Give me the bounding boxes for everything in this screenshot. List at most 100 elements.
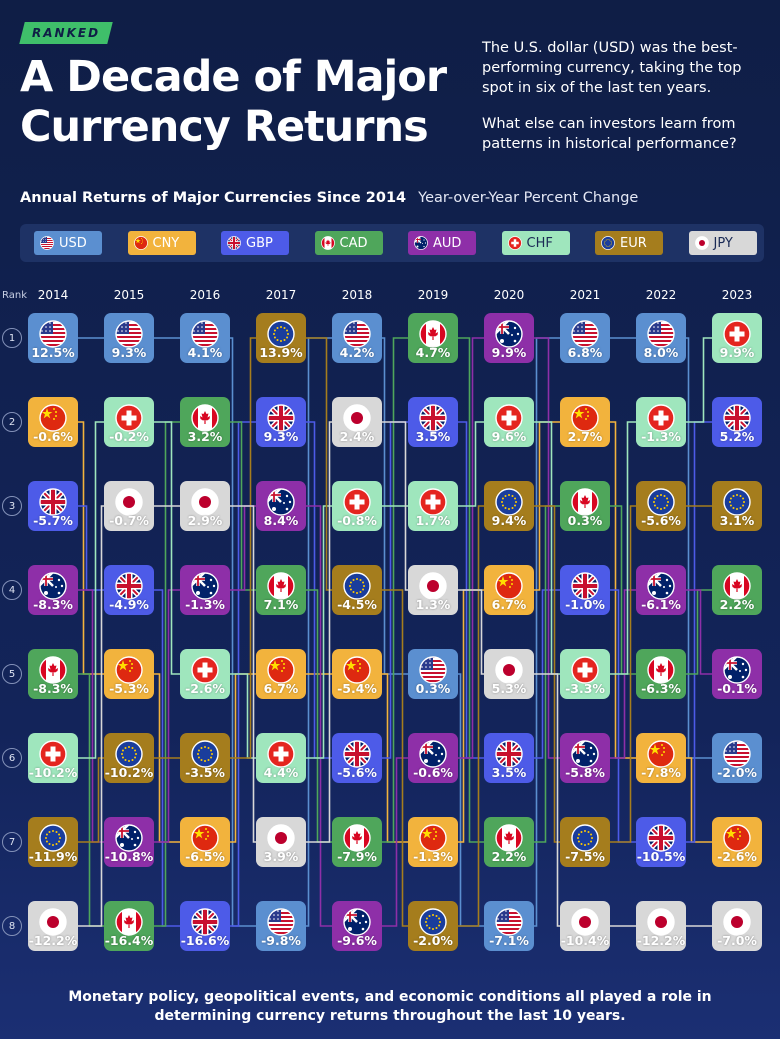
uk-flag-icon — [647, 824, 675, 852]
tile-2015-aud — [104, 817, 154, 867]
tile-value: -0.6% — [413, 765, 453, 780]
tile-2022-eur — [636, 481, 686, 531]
year-label-2023: 2023 — [721, 288, 753, 302]
tile-value: -12.2% — [28, 933, 78, 948]
australia-flag-icon — [39, 572, 67, 600]
switzerland-flag-icon — [507, 236, 522, 250]
uk-flag-icon — [723, 404, 751, 432]
tile-2017-usd — [256, 901, 306, 951]
eu-flag-icon — [343, 572, 371, 600]
connector-line-eur — [53, 337, 737, 927]
tile-value: -0.6% — [33, 429, 73, 444]
tile-value: 0.3% — [567, 513, 603, 528]
japan-flag-icon — [267, 824, 295, 852]
china-flag-icon — [571, 404, 599, 432]
tile-value: 2.7% — [567, 429, 603, 444]
legend-label: CHF — [526, 235, 553, 251]
eu-flag-icon — [267, 320, 295, 348]
uk-flag-icon — [115, 572, 143, 600]
tile-2020-gbp — [484, 733, 534, 783]
rank-number-7: 7 — [2, 832, 22, 852]
legend-label: JPY — [713, 235, 733, 251]
tile-value: -1.3% — [641, 429, 681, 444]
tile-value: 3.9% — [263, 849, 299, 864]
australia-flag-icon — [267, 488, 295, 516]
chart-heading: Annual Returns of Major Currencies Since… — [20, 190, 760, 206]
tile-2014-aud — [28, 565, 78, 615]
eu-flag-icon — [419, 908, 447, 936]
tile-value: -6.1% — [641, 597, 681, 612]
tile-2017-cad — [256, 565, 306, 615]
tile-value: 2.4% — [339, 429, 375, 444]
tile-2023-chf — [712, 313, 762, 363]
tile-value: -7.8% — [641, 765, 681, 780]
tile-value: 3.5% — [491, 765, 527, 780]
australia-flag-icon — [571, 740, 599, 768]
tile-value: -3.3% — [565, 681, 605, 696]
tile-value: 6.7% — [491, 597, 527, 612]
tile-2022-cny — [636, 733, 686, 783]
japan-flag-icon — [723, 908, 751, 936]
tile-value: 0.3% — [415, 681, 451, 696]
us-flag-icon — [571, 320, 599, 348]
tile-2022-aud — [636, 565, 686, 615]
switzerland-flag-icon — [191, 656, 219, 684]
tile-2016-cad — [180, 397, 230, 447]
japan-flag-icon — [115, 488, 143, 516]
tile-2022-chf — [636, 397, 686, 447]
eu-flag-icon — [39, 824, 67, 852]
eu-flag-icon — [571, 824, 599, 852]
tile-2018-gbp — [332, 733, 382, 783]
tile-value: -10.5% — [636, 849, 686, 864]
tile-2017-eur — [256, 313, 306, 363]
canada-flag-icon — [647, 656, 675, 684]
tile-value: -5.6% — [337, 765, 377, 780]
legend-label: USD — [59, 235, 87, 251]
tile-value: -7.1% — [489, 933, 529, 948]
year-label-2014: 2014 — [37, 288, 69, 302]
intro-paragraph-2: What else can investors learn from patte… — [482, 116, 737, 152]
tile-value: 3.2% — [187, 429, 223, 444]
china-flag-icon — [133, 236, 148, 250]
tile-2018-cny — [332, 649, 382, 699]
tile-value: -8.3% — [33, 681, 73, 696]
tile-value: 3.1% — [719, 513, 755, 528]
tile-2014-jpy — [28, 901, 78, 951]
tile-2023-eur — [712, 481, 762, 531]
tile-2018-aud — [332, 901, 382, 951]
us-flag-icon — [343, 320, 371, 348]
canada-flag-icon — [495, 824, 523, 852]
tile-2018-eur — [332, 565, 382, 615]
switzerland-flag-icon — [39, 740, 67, 768]
tile-2015-gbp — [104, 565, 154, 615]
uk-flag-icon — [267, 404, 295, 432]
australia-flag-icon — [343, 908, 371, 936]
tile-value: -12.2% — [636, 933, 686, 948]
tile-value: -1.3% — [413, 849, 453, 864]
tile-2020-eur — [484, 481, 534, 531]
intro-paragraph-1: The U.S. dollar (USD) was the best-perfo… — [482, 40, 742, 96]
tile-value: -0.1% — [717, 681, 757, 696]
tile-value: -10.4% — [560, 933, 610, 948]
us-flag-icon — [40, 236, 54, 250]
tile-2019-eur — [408, 901, 458, 951]
switzerland-flag-icon — [723, 320, 751, 348]
connector-line-aud — [53, 337, 737, 927]
tile-value: 13.9% — [259, 345, 303, 360]
legend-label: GBP — [246, 235, 273, 251]
legend-label: AUD — [433, 235, 462, 251]
tile-2018-jpy — [332, 397, 382, 447]
tile-value: -2.6% — [185, 681, 225, 696]
tile-2017-jpy — [256, 817, 306, 867]
tile-value: 4.7% — [415, 345, 451, 360]
tile-value: -5.4% — [337, 681, 377, 696]
tile-value: 8.4% — [263, 513, 299, 528]
china-flag-icon — [723, 824, 751, 852]
tile-value: -1.0% — [565, 597, 605, 612]
tile-2014-eur — [28, 817, 78, 867]
footer-note: Monetary policy, geopolitical events, an… — [68, 989, 712, 1024]
canada-flag-icon — [419, 320, 447, 348]
intro-text: The U.S. dollar (USD) was the best-perfo… — [482, 38, 772, 170]
canada-flag-icon — [571, 488, 599, 516]
us-flag-icon — [115, 320, 143, 348]
